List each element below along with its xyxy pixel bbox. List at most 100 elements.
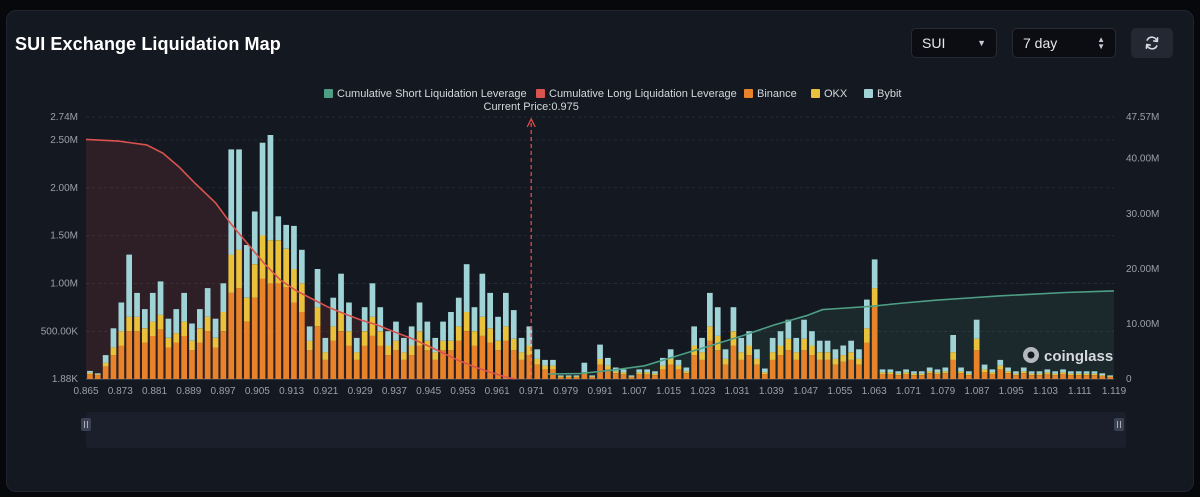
page-title: SUI Exchange Liquidation Map [15, 34, 281, 54]
bar-binance [636, 374, 643, 379]
bar-bybit [299, 249, 305, 284]
bar-okx [777, 345, 784, 356]
x-tick: 0.991 [587, 386, 612, 397]
bar-bybit [424, 321, 431, 341]
bar-binance [707, 340, 713, 379]
bar-okx [189, 340, 195, 351]
slider-handle-right[interactable] [1114, 418, 1124, 431]
bar-binance [94, 375, 101, 379]
bar-okx [620, 372, 627, 375]
bar-bybit [652, 371, 658, 374]
bar-binance [1020, 373, 1027, 379]
bar-bybit [667, 349, 674, 359]
bar-binance [440, 350, 446, 379]
bar-bybit [149, 292, 156, 322]
zoom-slider[interactable] [81, 412, 1126, 448]
legend-swatch-bybit [864, 89, 873, 98]
bar-binance [832, 364, 839, 379]
bar-binance [895, 375, 902, 379]
y-left-tick: 1.00M [50, 278, 78, 289]
bar-okx [887, 372, 894, 375]
bar-okx [934, 372, 941, 375]
bar-okx [612, 371, 619, 374]
bar-okx [338, 312, 344, 332]
bar-binance [777, 355, 784, 379]
bar-bybit [573, 375, 580, 377]
bar-okx [1060, 372, 1066, 375]
bar-okx [1052, 373, 1058, 376]
bar-okx [816, 352, 823, 360]
bar-bybit [236, 149, 242, 250]
bar-binance [401, 359, 407, 379]
bar-bybit [322, 337, 329, 353]
bar-binance [1068, 375, 1074, 379]
x-tick: 0.889 [176, 386, 201, 397]
bar-binance [197, 342, 203, 379]
bar-binance [683, 373, 690, 379]
bar-okx [565, 376, 572, 378]
long-cumulative-area [86, 139, 516, 379]
bar-binance [369, 335, 376, 379]
x-tick: 1.047 [793, 386, 818, 397]
bar-okx [1020, 371, 1027, 374]
bar-bybit [361, 307, 368, 332]
bar-okx [118, 331, 125, 346]
y-right-tick: 30.00M [1126, 209, 1159, 220]
bar-bybit [369, 283, 376, 317]
bar-bybit [950, 335, 956, 353]
range-select[interactable]: 7 day ▲ ▼ [1012, 28, 1116, 58]
symbol-select[interactable]: SUI ▼ [911, 28, 997, 58]
bar-bybit [628, 375, 635, 377]
bar-binance [408, 355, 415, 379]
bar-bybit [746, 331, 752, 346]
long-cumulative-line [85, 138, 516, 380]
x-tick: 0.913 [279, 386, 304, 397]
bar-bybit [777, 331, 784, 346]
bar-binance [573, 377, 580, 379]
bar-bybit [1091, 371, 1098, 374]
bar-binance [848, 359, 854, 379]
bar-bybit [981, 364, 988, 370]
bar-bybit [550, 359, 556, 366]
bar-okx [1044, 372, 1051, 375]
bar-bybit [989, 369, 996, 373]
bar-bybit [699, 337, 705, 353]
bar-bybit [173, 309, 180, 333]
bar-binance [785, 350, 792, 379]
bar-bybit [479, 273, 486, 317]
bar-okx [236, 249, 242, 289]
slider-handle-left[interactable] [81, 418, 91, 431]
bar-okx [393, 340, 399, 351]
bar-okx [1005, 371, 1011, 374]
bar-okx [455, 326, 462, 341]
bar-binance [1091, 375, 1098, 379]
bar-bybit [973, 319, 980, 339]
bar-okx [401, 352, 407, 360]
bar-binance [871, 307, 878, 379]
bar-binance [251, 297, 258, 379]
bar-binance [306, 350, 313, 379]
x-tick: 1.015 [656, 386, 681, 397]
x-tick: 1.055 [827, 386, 852, 397]
refresh-button[interactable] [1131, 28, 1173, 58]
bar-okx [526, 345, 533, 356]
bar-okx [463, 312, 470, 332]
bar-bybit [393, 321, 399, 341]
bar-okx [966, 373, 972, 376]
bar-bybit [94, 373, 101, 375]
x-tick: 0.921 [313, 386, 338, 397]
bar-binance [330, 340, 337, 379]
bar-binance [652, 375, 658, 379]
bar-okx [134, 316, 140, 332]
bar-binance [793, 359, 800, 379]
y-left-tick: 2.50M [50, 135, 78, 146]
bar-bybit [526, 326, 533, 346]
bar-okx [832, 358, 839, 365]
bar-bybit [542, 359, 548, 366]
bar-bybit [691, 326, 697, 346]
bar-binance [667, 364, 674, 379]
x-tick: 0.937 [382, 386, 407, 397]
bar-okx [589, 376, 595, 378]
bar-binance [487, 342, 493, 379]
